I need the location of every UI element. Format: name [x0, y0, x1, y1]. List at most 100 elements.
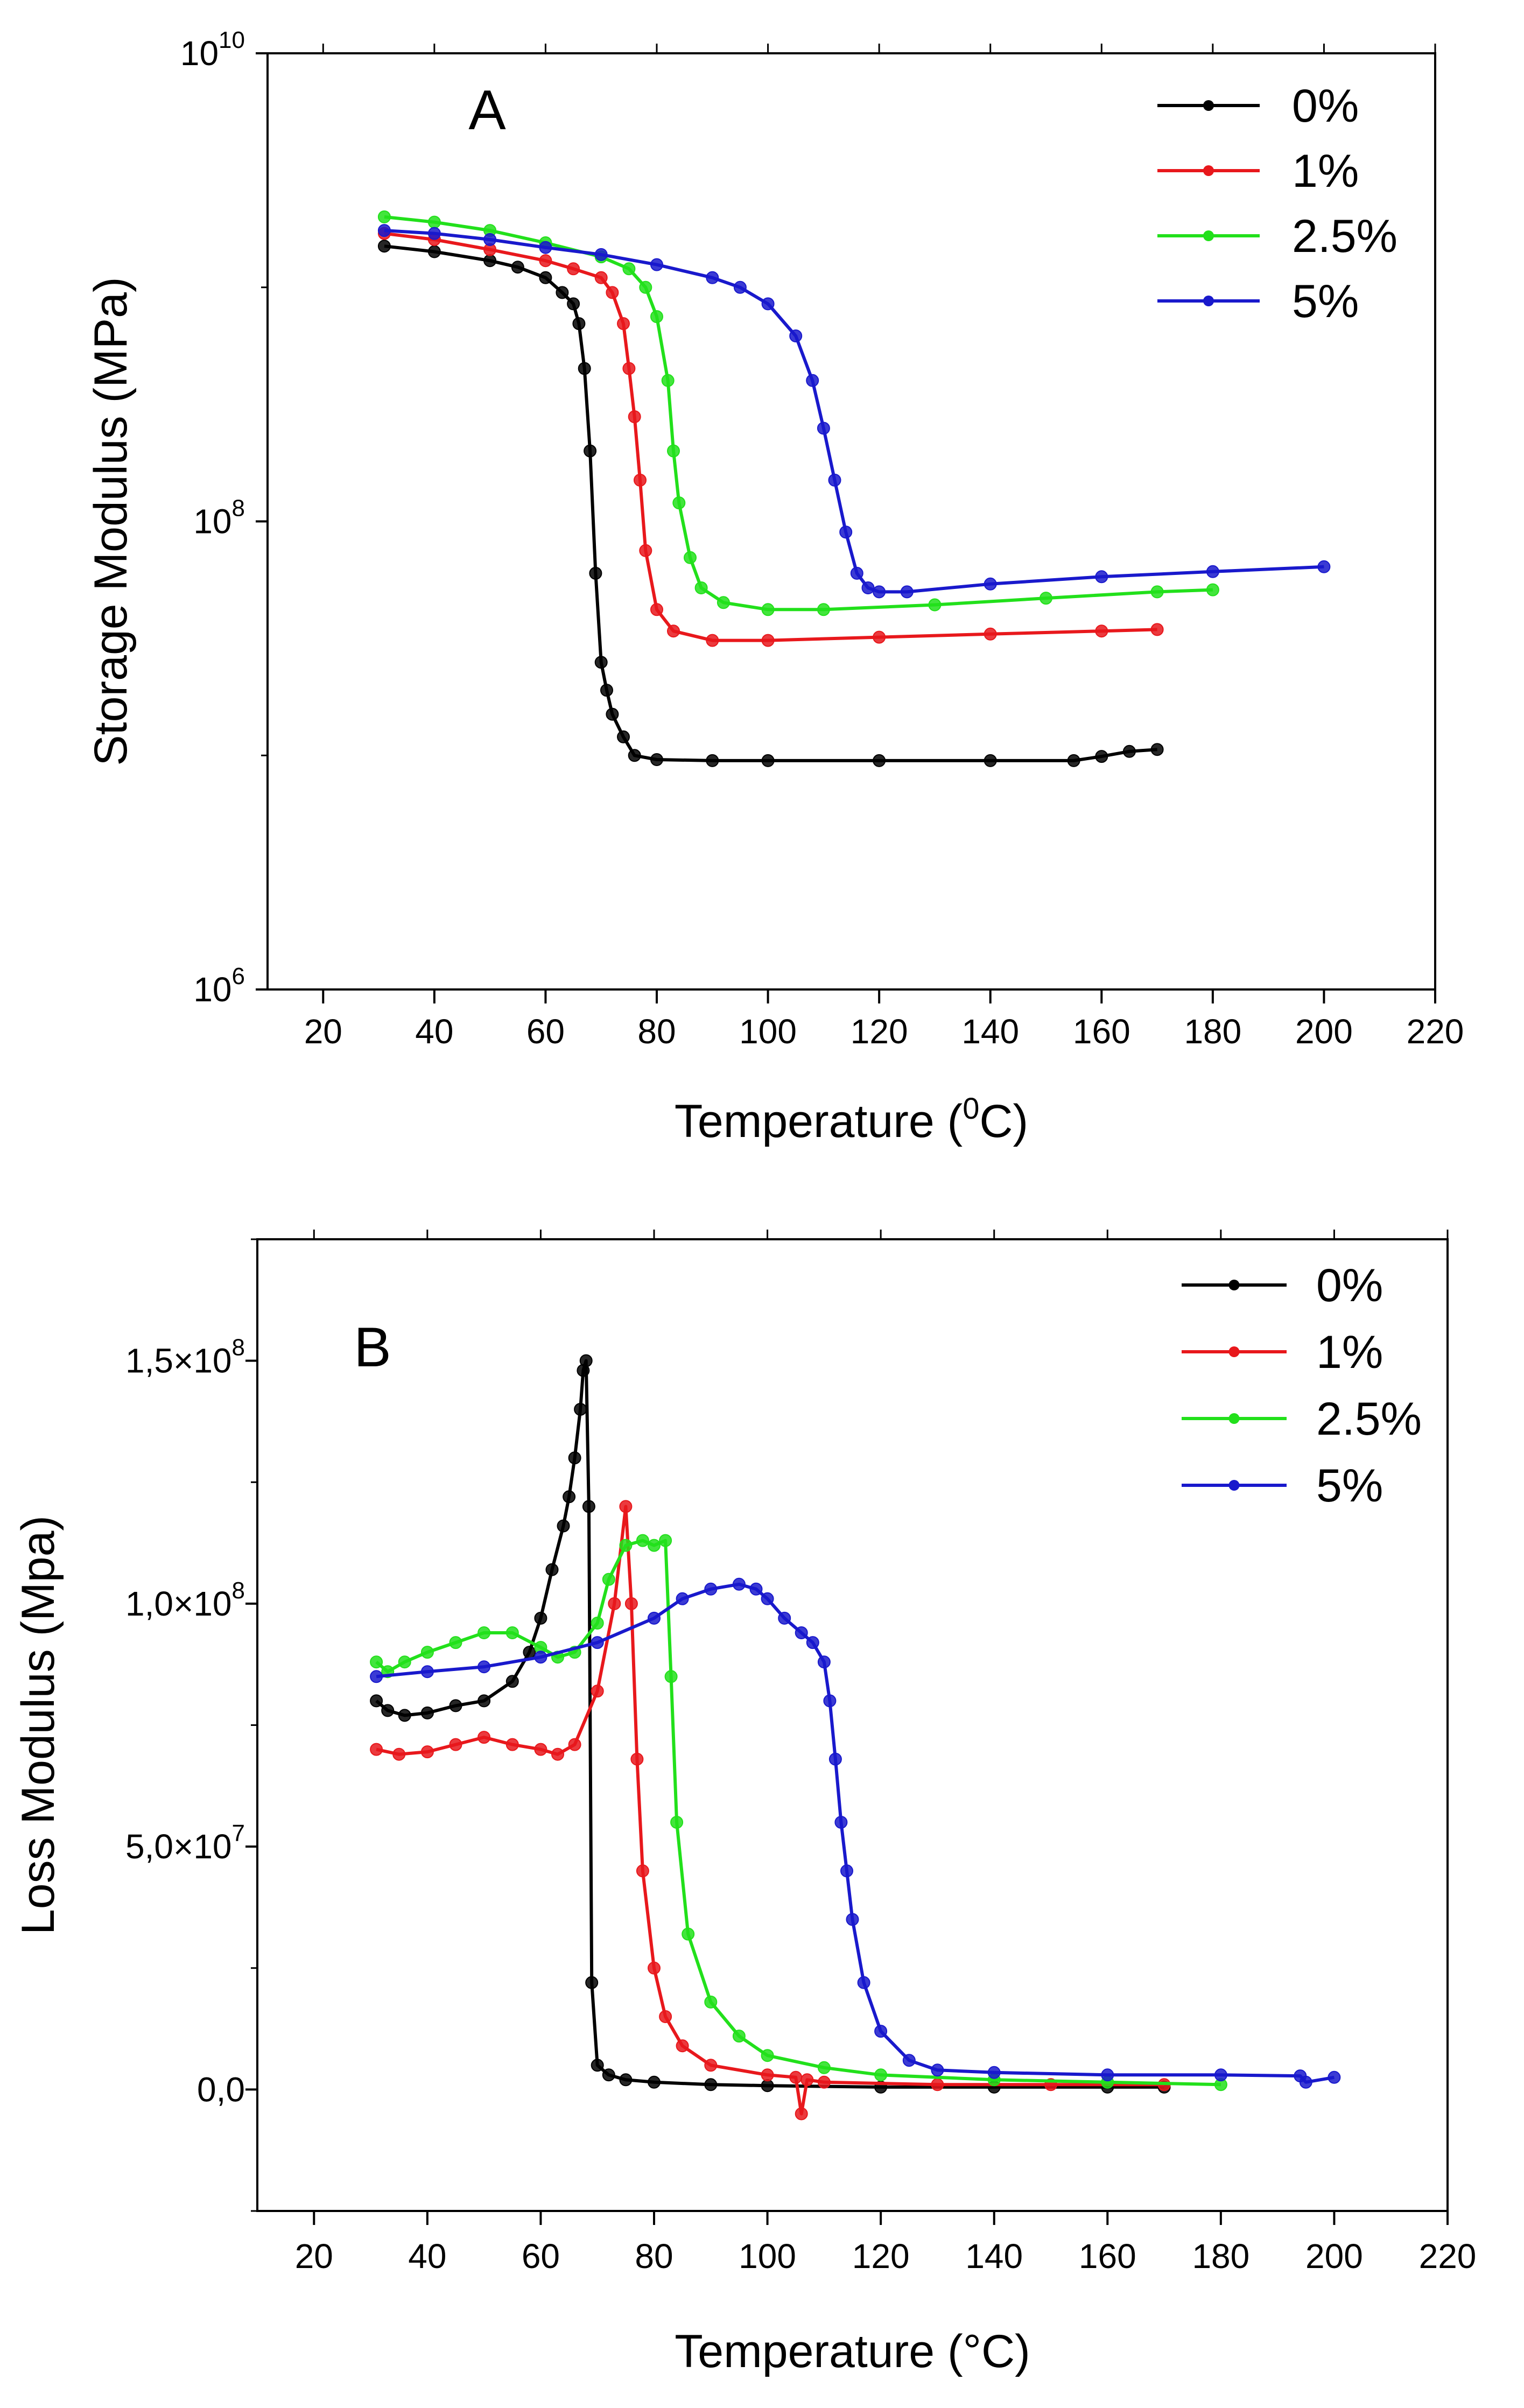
- data-point: [676, 1592, 689, 1605]
- series-line: [384, 215, 1213, 612]
- data-point: [398, 1709, 411, 1722]
- x-axis-title-part: Temperature (: [675, 1096, 963, 1147]
- data-point: [1040, 592, 1052, 605]
- data-point: [1317, 560, 1331, 573]
- y-axis-title: Storage Modulus (MPa): [85, 277, 137, 766]
- data-point: [684, 551, 697, 564]
- data-point: [850, 566, 863, 580]
- data-point: [617, 317, 630, 331]
- data-point: [602, 2068, 615, 2082]
- data-point: [568, 1451, 581, 1465]
- legend-label: 1%: [1292, 145, 1359, 197]
- x-tick-label: 160: [1073, 1012, 1130, 1051]
- data-point: [648, 2075, 661, 2089]
- x-tick-label: 40: [415, 1012, 453, 1051]
- legend-marker: [1228, 1280, 1240, 1290]
- data-point: [511, 261, 524, 274]
- data-point: [591, 1617, 604, 1630]
- data-point: [582, 1500, 595, 1513]
- data-point: [639, 544, 652, 557]
- series-0pct: [370, 1354, 1171, 2094]
- data-point: [839, 525, 853, 539]
- data-point: [608, 1597, 621, 1610]
- data-point: [1299, 2075, 1312, 2089]
- data-point: [1150, 743, 1164, 756]
- data-point: [579, 1354, 593, 1367]
- data-point: [706, 634, 719, 647]
- legend-label: 0%: [1292, 80, 1359, 132]
- data-point: [704, 2078, 718, 2091]
- y-tick-exponent: 6: [232, 963, 245, 989]
- series-1pct: [377, 227, 1164, 647]
- data-point: [545, 1563, 559, 1576]
- x-tick-label: 140: [965, 2237, 1023, 2276]
- data-point: [1150, 585, 1164, 599]
- x-tick-label: 160: [1079, 2237, 1136, 2276]
- data-point: [539, 271, 552, 284]
- data-point: [761, 2049, 774, 2062]
- data-point: [664, 1670, 678, 1683]
- y-tick-base: 1,5×10: [125, 1342, 232, 1380]
- data-point: [505, 1626, 519, 1639]
- loss-modulus-chart: 20 40 60 80 100 120 140 160 180 200 220 0,0 5,0×107 1…: [12, 1230, 1476, 2377]
- x-tick-label: 60: [522, 2237, 560, 2276]
- data-point: [861, 581, 875, 594]
- data-point: [449, 1636, 462, 1649]
- data-point: [630, 1752, 644, 1766]
- x-tick-label: 180: [1184, 1012, 1241, 1051]
- data-point: [483, 233, 497, 246]
- series-line: [375, 1359, 1164, 2089]
- y-tick-exponent: 8: [232, 1577, 245, 1604]
- data-point: [563, 1490, 576, 1504]
- data-point: [477, 1731, 491, 1744]
- data-point: [572, 317, 586, 331]
- legend-label: 5%: [1316, 1460, 1383, 1512]
- data-point: [704, 1582, 718, 1596]
- data-point: [477, 1660, 491, 1674]
- data-point: [931, 2063, 944, 2077]
- data-point: [556, 286, 569, 299]
- data-point: [584, 444, 597, 458]
- data-point: [761, 297, 775, 311]
- data-point: [817, 603, 830, 616]
- data-point: [427, 227, 441, 240]
- data-point: [420, 1665, 434, 1679]
- data-point: [761, 754, 775, 767]
- plot-frame: [266, 52, 1436, 991]
- data-point: [534, 1651, 547, 1664]
- x-tick-label: 80: [637, 1012, 676, 1051]
- data-point: [795, 2107, 808, 2121]
- y-tick-label: 1,0×108: [125, 1577, 245, 1623]
- data-point: [704, 1995, 718, 2009]
- data-point: [398, 1655, 411, 1669]
- y-tick-label: 1010: [180, 27, 245, 73]
- data-point: [789, 329, 803, 342]
- data-point: [1067, 754, 1080, 767]
- x-tick-label: 100: [739, 1012, 797, 1051]
- data-point: [732, 1577, 746, 1591]
- data-point: [449, 1738, 462, 1751]
- data-point: [984, 754, 997, 767]
- y-axis-title: Loss Modulus (Mpa): [12, 1515, 64, 1935]
- series-5pct: [370, 1577, 1341, 2089]
- data-point: [370, 1743, 383, 1756]
- data-point: [505, 1738, 519, 1751]
- data-point: [761, 634, 775, 647]
- data-point: [817, 2075, 831, 2089]
- legend-marker: [1203, 165, 1214, 176]
- data-point: [370, 1694, 383, 1708]
- data-point: [636, 1534, 649, 1547]
- data-point: [1214, 2068, 1227, 2082]
- data-point: [667, 444, 680, 458]
- x-tick-label: 200: [1295, 1012, 1353, 1051]
- data-point: [857, 1976, 870, 1989]
- data-point: [749, 1582, 763, 1596]
- legend-marker: [1203, 100, 1214, 111]
- y-tick-label: 108: [193, 495, 245, 541]
- data-point: [634, 473, 647, 487]
- data-point: [567, 297, 580, 311]
- data-point: [594, 271, 608, 284]
- series-1pct: [370, 1500, 1171, 2121]
- data-point: [840, 1864, 853, 1878]
- data-point: [628, 410, 641, 424]
